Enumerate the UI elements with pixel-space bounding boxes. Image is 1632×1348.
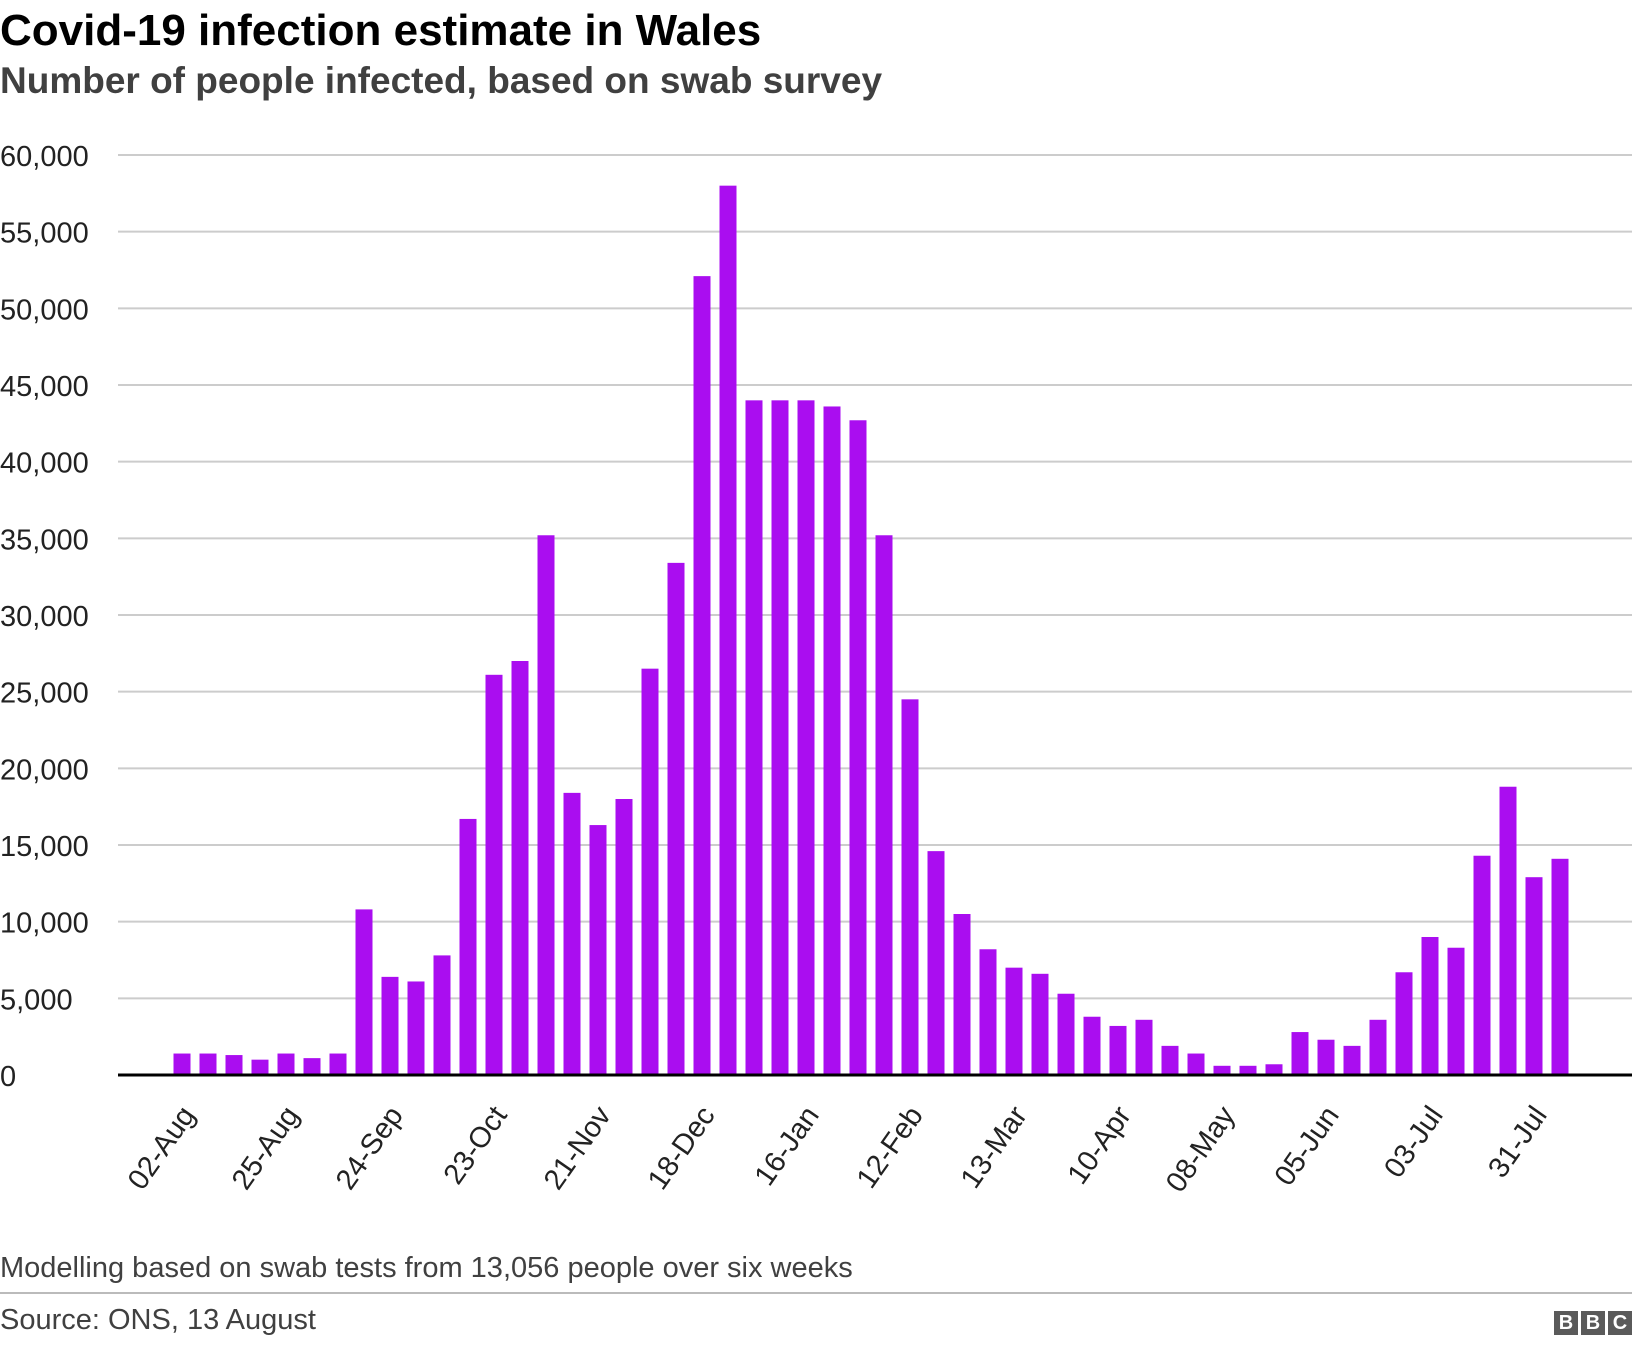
- bar: [225, 1055, 243, 1075]
- bar: [1187, 1053, 1205, 1075]
- x-tick-label: 16-Jan: [749, 1101, 826, 1192]
- bar: [953, 914, 971, 1075]
- bar: [1031, 973, 1049, 1075]
- bar: [901, 699, 919, 1075]
- bar: [1447, 947, 1465, 1075]
- bar: [589, 825, 607, 1075]
- y-tick-label: 55,000: [0, 218, 89, 250]
- x-tick-label: 25-Aug: [226, 1101, 306, 1196]
- bar: [381, 976, 399, 1075]
- bar: [719, 185, 737, 1076]
- bbc-logo-letter: B: [1554, 1311, 1578, 1335]
- x-tick-label: 10-Apr: [1062, 1100, 1138, 1190]
- bar: [1291, 1032, 1309, 1075]
- x-tick-label: 12-Feb: [851, 1101, 930, 1195]
- footer-divider: [0, 1292, 1632, 1294]
- x-tick-label: 21-Nov: [538, 1100, 618, 1195]
- bar-chart: 0 5,000 10,000 15,000 20,000 25,000 30,000 35,0…: [0, 141, 1632, 1198]
- bar: [1473, 855, 1491, 1075]
- chart-note: Modelling based on swab tests from 13,05…: [0, 1252, 853, 1284]
- y-tick-label: 10,000: [0, 908, 89, 940]
- bar: [459, 818, 477, 1075]
- bar: [1161, 1045, 1179, 1075]
- bar: [641, 668, 659, 1075]
- x-tick-label: 13-Mar: [955, 1100, 1034, 1194]
- x-tick-label: 03-Jul: [1378, 1101, 1450, 1184]
- bar: [329, 1053, 347, 1075]
- bar: [1525, 877, 1543, 1075]
- bbc-logo: B B C: [1554, 1311, 1632, 1335]
- bar: [875, 535, 893, 1075]
- bar: [303, 1058, 321, 1075]
- x-tick-label: 23-Oct: [438, 1101, 514, 1191]
- x-tick-label: 05-Jun: [1269, 1101, 1346, 1192]
- bbc-logo-letter: C: [1608, 1311, 1632, 1335]
- bar: [485, 674, 503, 1075]
- bar: [667, 562, 685, 1075]
- y-tick-label: 15,000: [0, 831, 89, 863]
- bar: [1239, 1065, 1257, 1075]
- y-tick-label: 60,000: [0, 141, 89, 173]
- bar: [407, 981, 425, 1075]
- y-tick-label: 20,000: [0, 754, 89, 786]
- bar: [1135, 1019, 1153, 1075]
- bar: [433, 955, 451, 1075]
- bar: [199, 1053, 217, 1075]
- bar: [615, 799, 633, 1075]
- bar: [849, 420, 867, 1075]
- bbc-logo-letter: B: [1581, 1311, 1605, 1335]
- bar: [1109, 1025, 1127, 1075]
- bar: [1317, 1039, 1335, 1075]
- y-tick-label: 0: [0, 1061, 16, 1093]
- bar: [511, 661, 529, 1075]
- bar: [1395, 972, 1413, 1075]
- bar: [1083, 1016, 1101, 1075]
- y-tick-label: 35,000: [0, 524, 89, 556]
- bar: [823, 406, 841, 1075]
- bar: [251, 1059, 269, 1075]
- bar: [1265, 1064, 1283, 1075]
- y-tick-label: 30,000: [0, 601, 89, 633]
- bar: [537, 535, 555, 1075]
- x-tick-label: 31-Jul: [1482, 1101, 1554, 1184]
- bar: [277, 1053, 295, 1075]
- bar: [1499, 786, 1517, 1075]
- bar: [797, 400, 815, 1075]
- x-tick-label: 18-Dec: [642, 1101, 722, 1196]
- bar: [1343, 1045, 1361, 1075]
- source-text: Source: ONS, 13 August: [0, 1304, 316, 1336]
- bar: [1213, 1065, 1231, 1075]
- y-tick-label: 25,000: [0, 678, 89, 710]
- bar: [1369, 1019, 1387, 1075]
- bar: [1005, 967, 1023, 1075]
- bar: [563, 792, 581, 1075]
- bar: [1421, 937, 1439, 1075]
- bar: [771, 400, 789, 1075]
- bar: [1057, 993, 1075, 1075]
- y-tick-label: 50,000: [0, 294, 89, 326]
- bar: [745, 400, 763, 1075]
- chart-title: Covid-19 infection estimate in Wales: [0, 6, 762, 55]
- bar: [355, 909, 373, 1075]
- bar: [1551, 858, 1569, 1075]
- chart-subtitle: Number of people infected, based on swab…: [0, 60, 883, 101]
- bar: [927, 851, 945, 1075]
- x-tick-label: 24-Sep: [330, 1101, 410, 1196]
- y-tick-label: 40,000: [0, 448, 89, 480]
- y-tick-label: 45,000: [0, 371, 89, 403]
- y-tick-label: 5,000: [0, 984, 73, 1016]
- bar: [693, 276, 711, 1076]
- x-tick-label: 02-Aug: [122, 1101, 202, 1196]
- x-tick-label: 08-May: [1160, 1100, 1242, 1198]
- bar: [979, 949, 997, 1075]
- bar: [173, 1053, 191, 1075]
